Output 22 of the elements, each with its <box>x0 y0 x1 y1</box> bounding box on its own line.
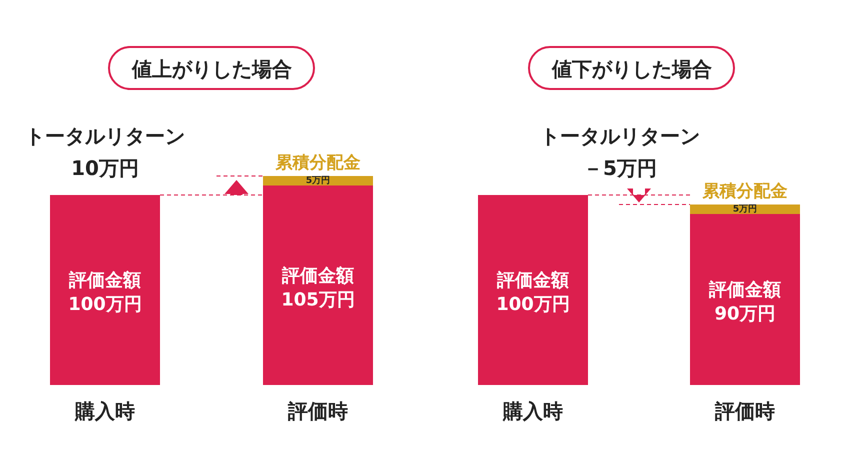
text: トータルリターン <box>25 124 185 148</box>
data-label: 5万円 <box>732 203 758 214</box>
data-label: 100万円 <box>68 294 142 315</box>
data-label: 105万円 <box>281 289 355 310</box>
data-label: 5万円 <box>306 174 330 186</box>
text: 評価金額 <box>709 280 781 300</box>
annotation: 10万円 <box>71 156 139 180</box>
x-tick-label: 購入時 <box>502 399 563 423</box>
x-tick-label: 購入時 <box>74 399 135 423</box>
x-tick-label: 評価時 <box>287 399 348 423</box>
series-label: 累積分配金 <box>702 182 788 202</box>
series-label: 評価金額 <box>496 270 569 291</box>
text: 評価金額 <box>282 265 354 286</box>
x-tick-label: 評価時 <box>714 399 775 423</box>
data-label: 100万円 <box>496 294 570 315</box>
data-label: 90万円 <box>714 304 776 324</box>
chart-title: 値上がりした場合 <box>131 57 292 81</box>
text: トータルリターン <box>540 124 700 148</box>
chart-title: 値下がりした場合 <box>551 57 712 81</box>
series-label: 評価金額 <box>68 270 141 291</box>
series-label: 累積分配金 <box>274 153 360 173</box>
text: －5万円 <box>583 156 657 180</box>
